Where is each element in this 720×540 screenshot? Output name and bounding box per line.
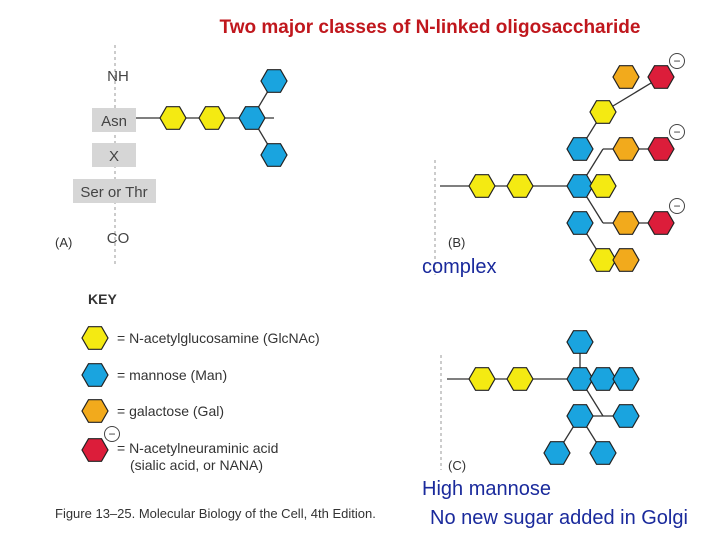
ser-thr-box	[73, 179, 156, 203]
glcnac-hex	[198, 106, 226, 130]
key-label-nana: = N-acetylneuraminic acid	[117, 440, 278, 456]
negative-charge-icon: −	[669, 198, 685, 214]
glcnac-hex	[506, 367, 534, 391]
key-glcnac-hex	[81, 326, 109, 350]
nana-hex	[647, 211, 675, 235]
glcnac-hex	[159, 106, 187, 130]
galactose-hex	[612, 65, 640, 89]
mannose-hex	[566, 137, 594, 161]
key-nana-hex	[81, 438, 109, 462]
key-galactose-hex	[81, 399, 109, 423]
panel-b-label: (B)	[448, 235, 465, 250]
negative-charge-icon: −	[669, 53, 685, 69]
glcnac-hex	[506, 174, 534, 198]
mannose-hex	[589, 441, 617, 465]
mannose-hex	[566, 211, 594, 235]
negative-charge-icon: −	[669, 124, 685, 140]
mannose-hex	[238, 106, 266, 130]
nana-hex	[647, 137, 675, 161]
glcnac-hex	[589, 100, 617, 124]
key: KEY = N-acetylglucosamine (GlcNAc) = man…	[81, 291, 320, 473]
key-label-galactose: = galactose (Gal)	[117, 403, 224, 419]
high-mannose-annotation: High mannose	[422, 478, 551, 500]
mannose-hex	[543, 441, 571, 465]
glcnac-hex	[468, 367, 496, 391]
glcnac-hex	[589, 248, 617, 272]
diagram-title: Two major classes of N-linked oligosacch…	[220, 17, 641, 38]
panel-c: (C) High mannose	[422, 330, 640, 500]
figure-caption: Figure 13–25. Molecular Biology of the C…	[55, 506, 376, 521]
asn-label: Asn	[101, 113, 127, 130]
svg-text:−: −	[673, 54, 680, 68]
nh-label: NH	[107, 68, 129, 85]
key-label-mannose: = mannose (Man)	[117, 367, 227, 383]
complex-annotation: complex	[422, 256, 496, 278]
key-heading: KEY	[88, 291, 117, 307]
mannose-hex	[566, 174, 594, 198]
key-label-glcnac: = N-acetylglucosamine (GlcNAc)	[117, 330, 320, 346]
glcnac-hex	[589, 174, 617, 198]
negative-charge-icon: −	[104, 426, 120, 442]
glcnac-hex	[468, 174, 496, 198]
key-label-nana-alt: (sialic acid, or NANA)	[130, 457, 263, 473]
galactose-hex	[612, 248, 640, 272]
galactose-hex	[612, 137, 640, 161]
golgi-note: No new sugar added in Golgi	[430, 507, 688, 529]
mannose-hex	[589, 367, 617, 391]
mannose-hex	[566, 404, 594, 428]
mannose-hex	[566, 367, 594, 391]
mannose-hex	[260, 69, 288, 93]
panel-a-label: (A)	[55, 235, 72, 250]
mannose-hex	[612, 404, 640, 428]
nana-hex	[647, 65, 675, 89]
panel-a: NH Asn X Ser or Thr CO (A)	[55, 45, 288, 265]
x-box	[92, 143, 136, 167]
svg-text:−: −	[673, 199, 680, 213]
panel-c-label: (C)	[448, 458, 466, 473]
svg-text:−: −	[108, 427, 115, 441]
key-mannose-hex	[81, 363, 109, 387]
co-label: CO	[107, 230, 130, 247]
mannose-hex	[566, 330, 594, 354]
svg-text:−: −	[673, 125, 680, 139]
asn-box	[92, 108, 136, 132]
ser-thr-label: Ser or Thr	[80, 184, 147, 201]
galactose-hex	[612, 211, 640, 235]
panel-b: − − − (B) complex	[422, 53, 685, 278]
x-label: X	[109, 148, 119, 165]
mannose-hex	[612, 367, 640, 391]
mannose-hex	[260, 143, 288, 167]
